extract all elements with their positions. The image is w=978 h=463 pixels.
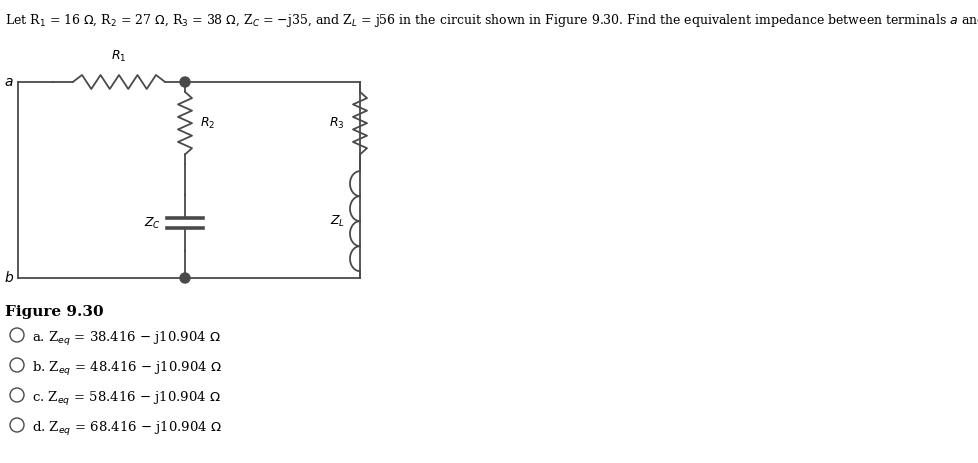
Text: $R_2$: $R_2$ <box>200 116 215 131</box>
Text: Figure 9.30: Figure 9.30 <box>5 305 104 319</box>
Text: c. Z$_{eq}$ = 58.416 $-$ j10.904 $\Omega$: c. Z$_{eq}$ = 58.416 $-$ j10.904 $\Omega… <box>32 390 221 408</box>
Circle shape <box>180 77 190 87</box>
Text: $R_3$: $R_3$ <box>330 116 344 131</box>
Text: Let R$_1$ = 16 $\Omega$, R$_2$ = 27 $\Omega$, R$_3$ = 38 $\Omega$, Z$_C$ = $-$j3: Let R$_1$ = 16 $\Omega$, R$_2$ = 27 $\Om… <box>5 12 978 29</box>
Text: $R_1$: $R_1$ <box>111 49 126 64</box>
Text: b. Z$_{eq}$ = 48.416 $-$ j10.904 $\Omega$: b. Z$_{eq}$ = 48.416 $-$ j10.904 $\Omega… <box>32 360 222 378</box>
Text: a. Z$_{eq}$ = 38.416 $-$ j10.904 $\Omega$: a. Z$_{eq}$ = 38.416 $-$ j10.904 $\Omega… <box>32 330 221 348</box>
Circle shape <box>180 273 190 283</box>
Text: $Z_L$: $Z_L$ <box>330 213 344 229</box>
Text: $a$: $a$ <box>5 75 14 89</box>
Text: $b$: $b$ <box>4 270 14 286</box>
Text: $Z_C$: $Z_C$ <box>144 216 160 231</box>
Text: d. Z$_{eq}$ = 68.416 $-$ j10.904 $\Omega$: d. Z$_{eq}$ = 68.416 $-$ j10.904 $\Omega… <box>32 420 222 438</box>
